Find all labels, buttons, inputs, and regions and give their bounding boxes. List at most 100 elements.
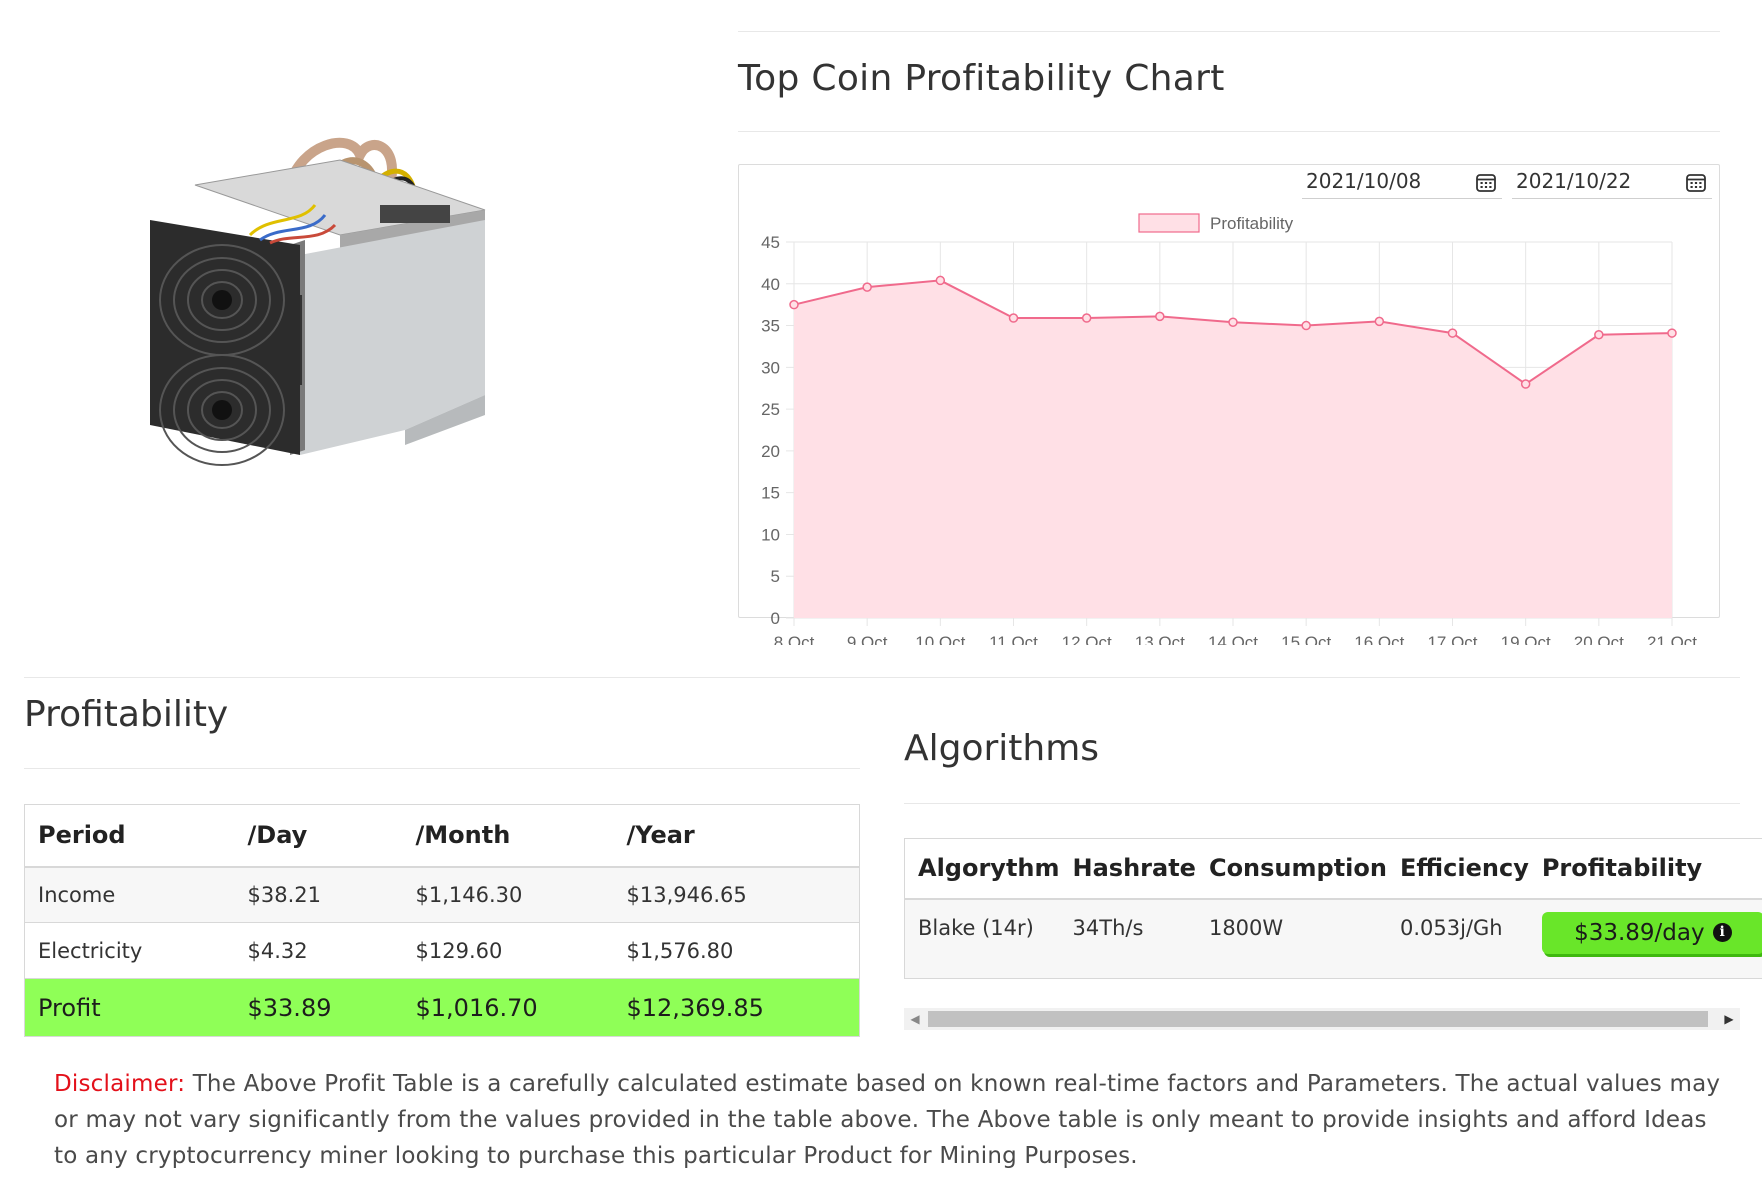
cell-period: Electricity — [24, 922, 235, 979]
cell-day: $4.32 — [234, 922, 403, 979]
y-tick-label: 35 — [761, 317, 780, 336]
cell-month: $129.60 — [402, 922, 614, 979]
profitability-badge-label: $33.89/day — [1574, 919, 1705, 946]
data-point[interactable] — [862, 282, 872, 292]
cell-period: Profit — [24, 978, 235, 1037]
y-tick-label: 40 — [761, 275, 780, 294]
data-point[interactable] — [1228, 317, 1238, 327]
data-point[interactable] — [935, 275, 946, 286]
data-point[interactable] — [1447, 328, 1458, 338]
cell-month: $1,146.30 — [402, 866, 614, 923]
data-point[interactable] — [1008, 313, 1019, 323]
data-point[interactable] — [1081, 313, 1092, 323]
x-tick-label: 20 Oct — [1574, 633, 1624, 645]
data-point[interactable] — [1374, 316, 1385, 327]
cell-day: $38.21 — [234, 866, 403, 923]
col-period: Period — [24, 804, 235, 868]
x-tick-label: 21 Oct — [1647, 633, 1697, 645]
cell-year: $12,369.85 — [613, 978, 860, 1037]
col-year: /Year — [613, 804, 860, 868]
chart-legend[interactable]: Profitability — [1138, 213, 1294, 233]
cell-day: $33.89 — [234, 978, 403, 1037]
y-tick-label: 0 — [771, 609, 780, 628]
disclaimer-text: The Above Profit Table is a carefully ca… — [54, 1071, 1721, 1169]
col-efficiency: Efficiency — [1386, 838, 1529, 900]
profitability-table: Period /Day /Month /Year Income $38.21 $… — [24, 804, 860, 1037]
profitability-area — [794, 280, 1672, 618]
disclaimer-label: Disclaimer: — [54, 1071, 186, 1097]
x-tick-label: 10 Oct — [915, 633, 965, 645]
y-tick-label: 15 — [761, 484, 780, 503]
table-row-profit: Profit $33.89 $1,016.70 $12,369.85 — [24, 978, 860, 1037]
calendar-icon[interactable] — [1476, 173, 1496, 192]
data-point[interactable] — [1155, 311, 1165, 322]
y-tick-label: 10 — [761, 525, 780, 544]
calendar-icon[interactable] — [1686, 173, 1706, 192]
data-point[interactable] — [1594, 329, 1604, 340]
profitability-badge[interactable]: $33.89/day i — [1541, 911, 1762, 954]
cell-year: $13,946.65 — [613, 866, 860, 923]
date-to-input[interactable]: 2021/10/22 — [1512, 165, 1712, 199]
y-axis-ticks: 45 40 35 30 25 20 15 10 5 0 — [761, 233, 780, 628]
chart-top-divider — [738, 31, 1720, 32]
info-circle-icon[interactable]: i — [1712, 923, 1732, 942]
table-row: Blake (14r) 34Th/s 1800W 0.053j/Gh $33.8… — [904, 898, 1762, 979]
chart-points — [789, 275, 1677, 389]
disclaimer: Disclaimer: The Above Profit Table is a … — [54, 1066, 1734, 1174]
cell-profitability: $33.89/day i — [1528, 898, 1762, 979]
col-hashrate: Hashrate — [1059, 838, 1196, 900]
x-tick-label: 13 Oct — [1135, 633, 1185, 645]
x-tick-label: 19 Oct — [1501, 633, 1551, 645]
profitability-header-row: Period /Day /Month /Year — [24, 804, 860, 868]
x-tick-label: 15 Oct — [1281, 633, 1331, 645]
date-from-value: 2021/10/08 — [1306, 169, 1422, 193]
algorithms-header-row: Algorythm Hashrate Consumption Efficienc… — [904, 838, 1762, 900]
y-tick-label: 30 — [761, 358, 780, 377]
table-row-electricity: Electricity $4.32 $129.60 $1,576.80 — [24, 922, 860, 979]
chart-title: Top Coin Profitability Chart — [738, 58, 1225, 99]
y-tick-label: 45 — [761, 233, 780, 252]
profitability-chart: Profitability 45 40 35 30 25 20 15 10 5 0 8 Oct 9 … — [761, 213, 1698, 645]
x-axis-ticks: 8 Oct 9 Oct 10 Oct 11 Oct 12 Oct 13 Oct 14 Oct… — [774, 633, 1698, 645]
col-month: /Month — [402, 804, 614, 868]
scroll-left-arrow-icon[interactable]: ◀ — [910, 1012, 920, 1026]
x-tick-label: 12 Oct — [1062, 633, 1112, 645]
x-tick-label: 17 Oct — [1427, 633, 1477, 645]
cell-efficiency: 0.053j/Gh — [1386, 898, 1529, 979]
col-algorithm: Algorythm — [904, 838, 1060, 900]
algorithms-table: Algorythm Hashrate Consumption Efficienc… — [904, 838, 1762, 979]
data-point[interactable] — [1667, 328, 1677, 338]
legend-label: Profitability — [1210, 214, 1294, 233]
x-tick-label: 14 Oct — [1208, 633, 1258, 645]
data-point[interactable] — [789, 299, 799, 310]
col-profitability: Profitability — [1528, 838, 1762, 900]
cell-month: $1,016.70 — [402, 978, 614, 1037]
y-tick-label: 20 — [761, 442, 780, 461]
y-tick-label: 5 — [771, 567, 780, 586]
cell-year: $1,576.80 — [613, 922, 860, 979]
x-tick-label: 11 Oct — [989, 633, 1038, 645]
col-consumption: Consumption — [1195, 838, 1387, 900]
legend-swatch — [1138, 213, 1200, 233]
profitability-title: Profitability — [24, 694, 229, 735]
x-tick-label: 9 Oct — [847, 633, 888, 645]
x-tick-label: 8 Oct — [774, 633, 815, 645]
scroll-thumb[interactable] — [928, 1011, 1708, 1027]
product-image — [150, 137, 486, 466]
date-to-value: 2021/10/22 — [1516, 169, 1632, 193]
chart-title-divider — [738, 131, 1720, 132]
algorithms-title: Algorithms — [904, 728, 1100, 769]
table-row-income: Income $38.21 $1,146.30 $13,946.65 — [24, 866, 860, 923]
profit-title-divider — [24, 768, 860, 769]
col-day: /Day — [234, 804, 403, 868]
horizontal-scrollbar[interactable]: ◀ ▶ — [904, 1008, 1740, 1030]
algorithms-title-divider — [904, 803, 1740, 804]
profit-top-divider — [24, 677, 1740, 678]
x-tick-label: 16 Oct — [1354, 633, 1404, 645]
cell-algorithm: Blake (14r) — [904, 898, 1060, 979]
data-point[interactable] — [1301, 320, 1311, 331]
date-from-input[interactable]: 2021/10/08 — [1302, 165, 1502, 199]
y-tick-label: 25 — [761, 400, 780, 419]
data-point[interactable] — [1520, 379, 1531, 389]
scroll-right-arrow-icon[interactable]: ▶ — [1724, 1012, 1734, 1026]
